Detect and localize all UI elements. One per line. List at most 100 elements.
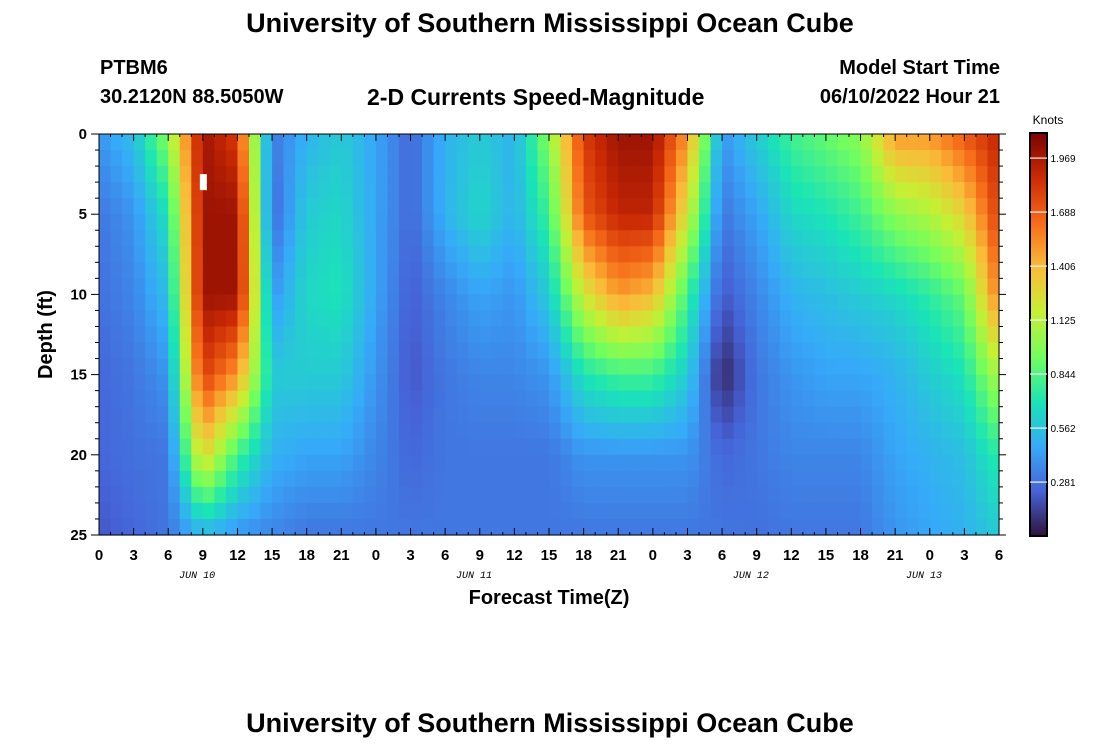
heatmap-cell: [941, 246, 954, 263]
heatmap-cell: [710, 486, 723, 504]
heatmap-cell: [514, 246, 527, 263]
heatmap-cell: [502, 390, 515, 408]
heatmap-cell: [295, 518, 308, 536]
heatmap-cell: [260, 278, 273, 295]
heatmap-cell: [249, 198, 262, 215]
heatmap-cell: [329, 438, 342, 456]
heatmap-cell: [364, 230, 377, 247]
heatmap-cell: [906, 262, 919, 279]
heatmap-cell: [352, 150, 365, 167]
heatmap-cell: [168, 310, 181, 328]
x-tick-label: 0: [95, 547, 103, 564]
heatmap-cell: [399, 454, 412, 472]
heatmap-cell: [710, 310, 723, 328]
heatmap-cell: [733, 134, 746, 151]
heatmap-cell: [537, 342, 550, 360]
heatmap-cell: [952, 518, 965, 536]
heatmap-cell: [606, 358, 619, 376]
heatmap-cell: [825, 278, 839, 295]
heatmap-cell: [133, 198, 146, 215]
heatmap-cell: [422, 486, 435, 504]
heatmap-cell: [479, 406, 492, 424]
heatmap-cell: [687, 310, 700, 328]
heatmap-cell: [664, 486, 677, 504]
heatmap-cell: [272, 198, 285, 215]
colorbar-tick-label: 1.125: [1050, 316, 1075, 327]
heatmap-cell: [975, 438, 989, 456]
heatmap-cell: [341, 470, 354, 488]
heatmap-cell: [99, 342, 112, 360]
heatmap-cell: [99, 390, 112, 408]
heatmap-cell: [699, 246, 712, 263]
heatmap-cell: [895, 454, 908, 472]
heatmap-cell: [952, 278, 965, 295]
heatmap-cell: [133, 422, 146, 440]
heatmap-cell: [583, 182, 596, 199]
heatmap-cell: [825, 470, 839, 488]
heatmap-cell: [99, 406, 112, 424]
heatmap-cell: [525, 326, 539, 344]
heatmap-cell: [468, 502, 481, 520]
heatmap-cell: [583, 390, 596, 408]
heatmap-cell: [560, 502, 573, 520]
heatmap-cell: [525, 374, 539, 392]
heatmap-cell: [399, 262, 412, 279]
heatmap-cell: [768, 486, 781, 504]
heatmap-cell: [410, 342, 423, 360]
heatmap-cell: [825, 246, 839, 263]
heatmap-cell: [260, 246, 273, 263]
heatmap-cell: [756, 454, 769, 472]
heatmap-cell: [514, 390, 527, 408]
heatmap-cell: [987, 454, 1000, 472]
heatmap-cell: [410, 374, 423, 392]
heatmap-cell: [399, 502, 412, 520]
heatmap-cell: [710, 166, 723, 183]
heatmap-cell: [502, 342, 515, 360]
heatmap-cell: [699, 262, 712, 279]
heatmap-cell: [618, 454, 631, 472]
heatmap-cell: [975, 454, 989, 472]
heatmap-cell: [352, 182, 365, 199]
heatmap-cell: [687, 390, 700, 408]
heatmap-cell: [975, 374, 989, 392]
heatmap-cell: [860, 278, 873, 295]
heatmap-cell: [433, 326, 446, 344]
heatmap-cell: [214, 326, 227, 344]
heatmap-cell: [214, 182, 227, 199]
heatmap-cell: [987, 518, 1000, 536]
heatmap-cell: [249, 310, 262, 328]
heatmap-cell: [768, 358, 781, 376]
heatmap-cell: [99, 294, 112, 312]
heatmap-cell: [918, 310, 931, 328]
heatmap-cell: [918, 374, 931, 392]
heatmap-cell: [168, 438, 181, 456]
heatmap-cell: [652, 294, 665, 312]
heatmap-cell: [202, 502, 215, 520]
heatmap-cell: [191, 214, 204, 231]
heatmap-cell: [606, 486, 619, 504]
heatmap-cell: [722, 278, 735, 295]
heatmap-cell: [883, 294, 896, 312]
heatmap-cell: [456, 278, 469, 295]
heatmap-cell: [745, 438, 758, 456]
heatmap-cell: [756, 230, 769, 247]
heatmap-cell: [168, 422, 181, 440]
heatmap-cell: [733, 198, 746, 215]
heatmap-cell: [802, 518, 815, 536]
heatmap-cell: [225, 134, 239, 151]
heatmap-cell: [987, 150, 1000, 167]
heatmap-cell: [375, 390, 389, 408]
heatmap-cell: [375, 134, 389, 151]
heatmap-cell: [733, 326, 746, 344]
heatmap-cell: [618, 150, 631, 167]
heatmap-cell: [583, 278, 596, 295]
heatmap-cell: [687, 134, 700, 151]
heatmap-cell: [872, 310, 885, 328]
heatmap-cell: [445, 518, 458, 536]
heatmap-cell: [145, 438, 158, 456]
heatmap-cell: [502, 326, 515, 344]
heatmap-cell: [295, 326, 308, 344]
heatmap-cell: [549, 422, 562, 440]
heatmap-cell: [629, 246, 642, 263]
heatmap-cell: [110, 358, 123, 376]
